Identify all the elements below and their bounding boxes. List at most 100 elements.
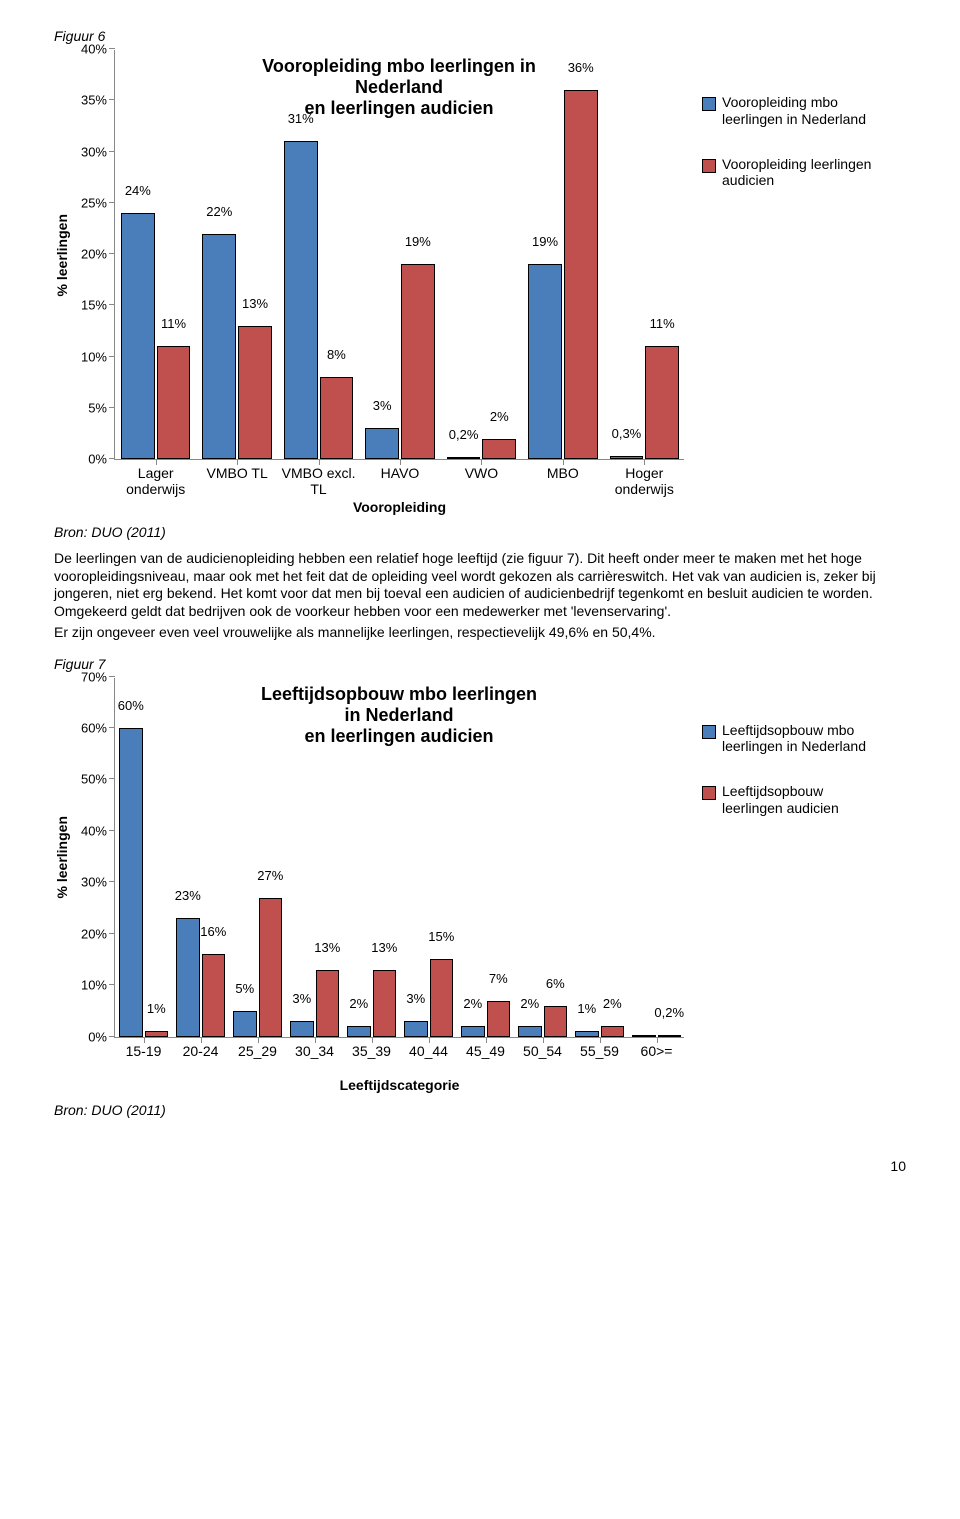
ytick-label: 40% [81, 42, 115, 57]
bar [645, 346, 679, 459]
ytick-label: 0% [88, 452, 115, 467]
para-2: Er zijn ongeveer even veel vrouwelijke a… [54, 624, 906, 642]
ytick-label: 20% [81, 247, 115, 262]
figure6-chart-wrap: % leerlingen Vooropleiding mbo leerlinge… [54, 50, 906, 460]
legend-label: Vooropleiding leerlingen audicien [722, 156, 882, 190]
bar [320, 377, 354, 459]
bar-value-label: 11% [161, 316, 186, 331]
ytick-mark [109, 407, 115, 408]
bar-value-label: 8% [327, 347, 346, 362]
ytick-label: 15% [81, 298, 115, 313]
ytick-mark [109, 202, 115, 203]
ytick-mark [109, 304, 115, 305]
bar-value-label: 2% [349, 996, 368, 1011]
bar [487, 1001, 511, 1037]
legend-label: Leeftijdsopbouw leerlingen audicien [722, 783, 882, 817]
bar [461, 1026, 485, 1036]
bar-value-label: 7% [489, 971, 508, 986]
bar-value-label: 60% [118, 698, 144, 713]
ytick-label: 30% [81, 875, 115, 890]
para-1: De leerlingen van de audicienopleiding h… [54, 550, 906, 620]
legend-entry: Vooropleiding leerlingen audicien [702, 156, 882, 190]
ytick-mark [109, 830, 115, 831]
ytick-mark [109, 676, 115, 677]
xcat-label: 50_54 [515, 1037, 570, 1059]
ytick-label: 40% [81, 823, 115, 838]
ytick-label: 10% [81, 978, 115, 993]
bar-value-label: 36% [568, 60, 594, 75]
bar-value-label: 24% [125, 183, 151, 198]
bar-value-label: 2% [520, 996, 539, 1011]
legend-swatch [702, 725, 716, 739]
figure6-yaxis-title: % leerlingen [54, 214, 70, 296]
bar-value-label: 23% [175, 888, 201, 903]
figure6-chart: Vooropleiding mbo leerlingen in Nederlan… [114, 50, 684, 460]
bar-value-label: 22% [206, 204, 232, 219]
xcat-label: Lager onderwijs [116, 459, 195, 497]
legend-label: Leeftijdsopbouw mbo leerlingen in Nederl… [722, 722, 882, 756]
figure7-chart: Leeftijdsopbouw mbo leerlingen in Nederl… [114, 678, 684, 1038]
ytick-label: 10% [81, 349, 115, 364]
ytick-mark [109, 458, 115, 459]
bar [202, 234, 236, 460]
bar-value-label: 11% [650, 316, 675, 331]
figure6-label: Figuur 6 [54, 28, 906, 44]
legend-swatch [702, 97, 716, 111]
ytick-label: 70% [81, 669, 115, 684]
figure7-source: Bron: DUO (2011) [54, 1102, 906, 1118]
bar [404, 1021, 428, 1036]
bar [259, 898, 283, 1037]
bar [610, 456, 644, 459]
bar-value-label: 5% [235, 981, 254, 996]
ytick-mark [109, 356, 115, 357]
legend-entry: Leeftijdsopbouw leerlingen audicien [702, 783, 882, 817]
ytick-label: 30% [81, 144, 115, 159]
ytick-mark [109, 253, 115, 254]
figure7-chart-wrap: % leerlingen Leeftijdsopbouw mbo leerlin… [54, 678, 906, 1038]
bar [401, 264, 435, 459]
bar [564, 90, 598, 459]
xcat-label: MBO [523, 459, 602, 481]
bar-value-label: 0,2% [654, 1005, 684, 1020]
bar [528, 264, 562, 459]
bar-value-label: 0,2% [449, 427, 479, 442]
xcat-label: 15-19 [116, 1037, 171, 1059]
ytick-label: 60% [81, 720, 115, 735]
xcat-label: VMBO excl. TL [279, 459, 358, 497]
ytick-label: 35% [81, 93, 115, 108]
ytick-mark [109, 984, 115, 985]
bar-value-label: 3% [292, 991, 311, 1006]
bar [575, 1031, 599, 1036]
ytick-label: 0% [88, 1029, 115, 1044]
bar [601, 1026, 625, 1036]
xcat-label: Hoger onderwijs [605, 459, 684, 497]
legend-swatch [702, 159, 716, 173]
ytick-mark [109, 881, 115, 882]
xaxis-title: Leeftijdscategorie [340, 1037, 460, 1093]
page: Figuur 6 % leerlingen Vooropleiding mbo … [0, 0, 960, 1202]
legend-swatch [702, 786, 716, 800]
xcat-label: VWO [442, 459, 521, 481]
legend-entry: Vooropleiding mbo leerlingen in Nederlan… [702, 94, 882, 128]
figure7-yaxis-title: % leerlingen [54, 816, 70, 898]
xcat-label: 30_34 [287, 1037, 342, 1059]
bar [430, 959, 454, 1036]
ytick-mark [109, 99, 115, 100]
bar [518, 1026, 542, 1036]
bar-value-label: 15% [428, 929, 454, 944]
plot-area: 0%10%20%30%40%50%60%70%15-1960%1%20-2423… [114, 678, 684, 1038]
bar-value-label: 19% [532, 234, 558, 249]
bar [482, 439, 516, 460]
bar-value-label: 3% [406, 991, 425, 1006]
bar [658, 1035, 682, 1037]
page-number: 10 [54, 1158, 906, 1174]
legend-entry: Leeftijdsopbouw mbo leerlingen in Nederl… [702, 722, 882, 756]
bar-value-label: 13% [314, 940, 340, 955]
legend-label: Vooropleiding mbo leerlingen in Nederlan… [722, 94, 882, 128]
bar [316, 970, 340, 1037]
bar-value-label: 19% [405, 234, 431, 249]
figure7-label: Figuur 7 [54, 656, 906, 672]
bar [365, 428, 399, 459]
ytick-mark [109, 151, 115, 152]
bar [238, 326, 272, 459]
